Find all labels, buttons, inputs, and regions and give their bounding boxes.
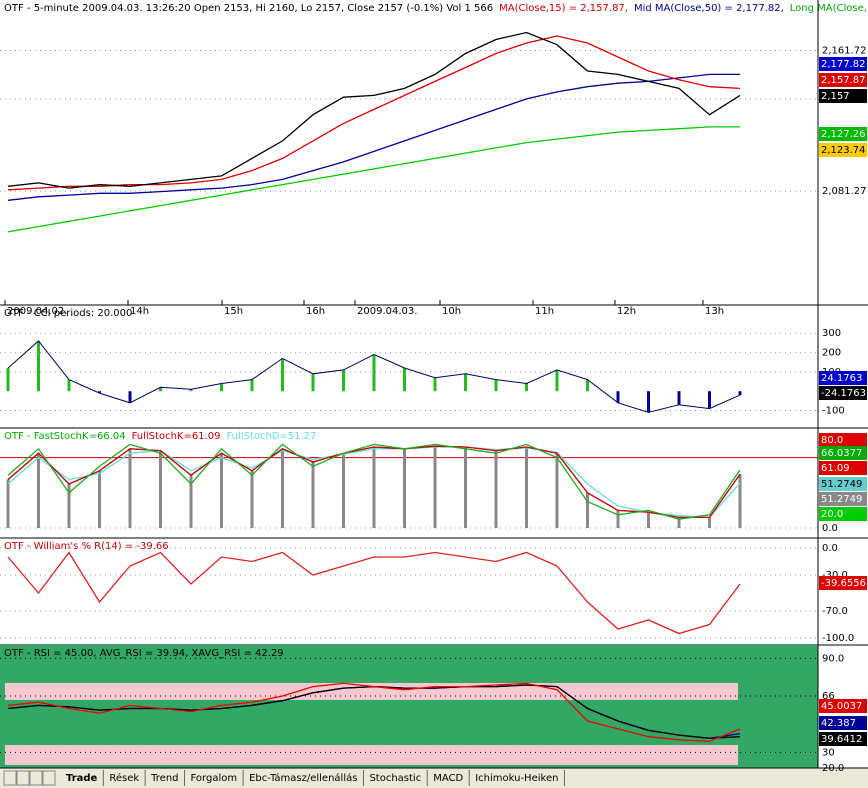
indicator-line: [7, 446, 741, 519]
value-badge: [819, 127, 867, 141]
indicator-line: [7, 73, 740, 201]
panel-header: Long MA(Close,100) = 2: [790, 3, 868, 14]
value-badge: [819, 699, 867, 713]
value-badge: [819, 477, 867, 491]
x-tick-label: 14h: [130, 306, 149, 317]
tab-bar: [0, 768, 868, 788]
x-tick-label: 15h: [224, 306, 243, 317]
panel-header: FullStochD=51.27: [226, 431, 316, 442]
panel-header: OTF - FastStochK=66.04: [4, 431, 126, 442]
value-badge-label: -24.1763: [821, 388, 866, 399]
tab[interactable]: Trade: [66, 773, 98, 784]
value-badge-label: 20.0: [821, 509, 843, 520]
x-tick-label: 2009.04.03.: [357, 306, 417, 317]
value-badge: [819, 716, 867, 730]
panel-header: OTF - CCI periods: 20.000: [4, 308, 132, 319]
value-badge-label: 42.387: [821, 718, 856, 729]
panel-header: OTF - RSI = 45.00, AVG_RSI = 39.94, XAVG…: [4, 648, 284, 659]
panel-header: FullStochK=61.09: [132, 431, 221, 442]
value-badge: [819, 386, 867, 400]
value-badge: [819, 57, 867, 71]
value-badge-label: 51.2749: [821, 479, 862, 490]
value-badge-label: 39.6412: [821, 734, 862, 745]
panel-header: MA(Close,15) = 2,157.87,: [499, 3, 628, 14]
overbought-band: [5, 683, 738, 700]
indicator-line: [7, 551, 741, 635]
value-badge: [819, 143, 867, 157]
value-badge: [819, 446, 867, 460]
value-badge: [819, 461, 867, 475]
tab-scroll-button[interactable]: [3, 770, 17, 786]
value-badge-label: 24.1763: [821, 373, 862, 384]
y-tick-label: -30.0: [822, 570, 848, 581]
panel-header: OTF - William's % R(14) = -39.66: [4, 541, 169, 552]
x-tick-label: 16h: [306, 306, 325, 317]
value-badge-label: 66.0377: [821, 448, 862, 459]
y-tick-label: 66: [822, 691, 835, 702]
value-badge-label: -39.6556: [821, 578, 866, 589]
value-badge: [819, 732, 867, 746]
indicator-line: [7, 340, 741, 413]
tab[interactable]: Forgalom: [191, 773, 238, 784]
value-badge: [819, 371, 867, 385]
y-tick-label: 0.0: [822, 543, 838, 554]
indicator-line: [7, 126, 740, 233]
y-tick-label: 2,161.72: [822, 45, 867, 56]
tab[interactable]: Trend: [150, 773, 178, 784]
value-badge-label: 2,157.87: [821, 75, 866, 86]
y-tick-label: 90.0: [822, 653, 844, 664]
x-tick-label: 12h: [617, 306, 636, 317]
tab-scroll-button[interactable]: [42, 770, 56, 786]
y-tick-label: 0.0: [822, 523, 838, 534]
y-tick-label: 20.0: [822, 763, 844, 774]
value-badge-label: 2,177.82: [821, 59, 866, 70]
value-badge: [819, 89, 867, 103]
value-badge-label: 2,123.74: [821, 145, 866, 156]
tab[interactable]: Rések: [109, 772, 139, 784]
indicator-line: [7, 31, 741, 189]
y-tick-label: 2,081.27: [822, 186, 867, 197]
panel-header: Mid MA(Close,50) = 2,177.82,: [634, 3, 784, 14]
tab[interactable]: Ichimoku-Heiken: [475, 773, 558, 784]
value-badge-label: 45.0037: [821, 701, 862, 712]
tab[interactable]: Stochastic: [369, 773, 421, 784]
value-badge: [819, 73, 867, 87]
x-tick-label: 11h: [535, 306, 554, 317]
x-tick-label: 10h: [442, 306, 461, 317]
value-badge-label: 61.09: [821, 463, 850, 474]
value-badge-label: 2,157: [821, 91, 850, 102]
y-tick-label: -100: [822, 406, 845, 417]
tab-scroll-button[interactable]: [29, 770, 43, 786]
value-badge: [819, 433, 867, 447]
value-badge-label: 51.2749: [821, 494, 862, 505]
indicator-line: [7, 682, 741, 743]
x-tick-label: 2009.04.02.: [7, 306, 67, 317]
y-tick-label: 30: [822, 747, 835, 758]
value-badge: [819, 576, 867, 590]
value-badge: [819, 492, 867, 506]
value-badge-label: 2,127.26: [821, 129, 866, 140]
y-tick-label: 200: [822, 348, 841, 359]
value-badge: [819, 507, 867, 521]
indicator-line: [7, 443, 741, 520]
indicator-line: [7, 445, 741, 519]
x-tick-label: 13h: [705, 306, 724, 317]
tab[interactable]: Ebc-Támasz/ellenállás: [249, 772, 357, 784]
tab-scroll-button[interactable]: [16, 770, 30, 786]
tab[interactable]: MACD: [433, 773, 463, 784]
value-badge-label: 80.0: [821, 435, 843, 446]
y-tick-label: -100.0: [822, 633, 854, 644]
indicator-line: [7, 35, 741, 191]
oversold-band: [5, 745, 738, 765]
panel-header: OTF - 5-minute 2009.04.03. 13:26:20 Open…: [4, 3, 493, 14]
y-tick-label: 300: [822, 328, 841, 339]
y-tick-label: -70.0: [822, 606, 848, 617]
